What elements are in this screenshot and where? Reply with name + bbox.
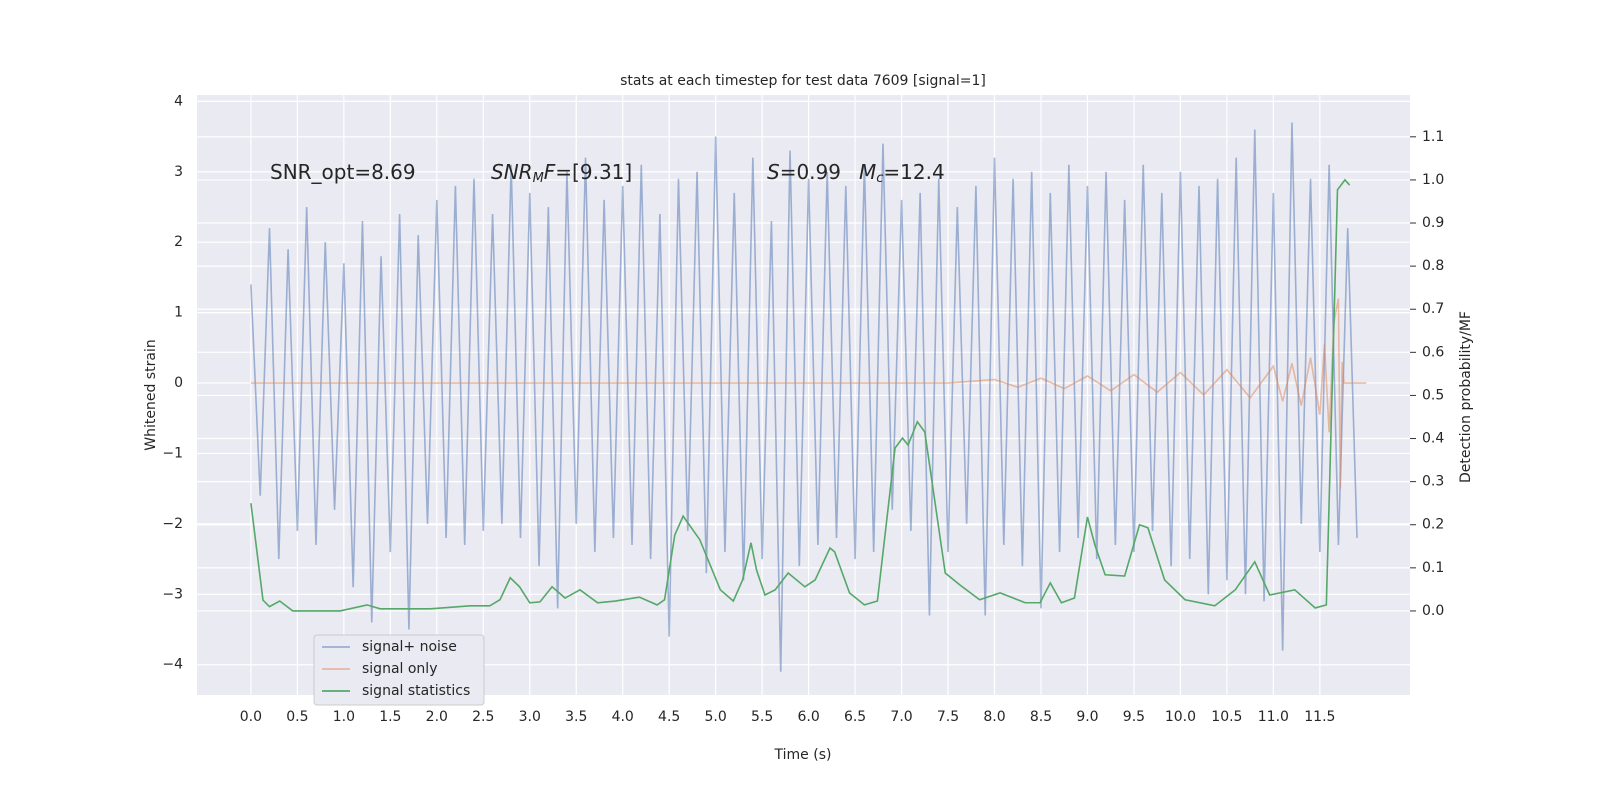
y-tick-label: 2 — [174, 234, 183, 250]
y2-tick-label: 0.7 — [1422, 301, 1444, 317]
series-line — [250, 122, 1358, 672]
series-line — [250, 178, 1351, 612]
y2-tick-label: 0.2 — [1422, 517, 1444, 533]
x-tick-label: 8.0 — [983, 709, 1005, 725]
x-tick-label: 9.0 — [1076, 709, 1098, 725]
annotation-part: =12.4 — [883, 160, 944, 184]
x-tick-label: 1.5 — [379, 709, 401, 725]
y2-tick-label: 0.3 — [1422, 474, 1444, 490]
y2-axis-label: Detection probability/MF — [1458, 311, 1474, 483]
y2-tick-label: 0.9 — [1422, 215, 1444, 231]
annotation-part: SNR_opt=8.69 — [270, 160, 416, 184]
x-tick-label: 7.5 — [937, 709, 959, 725]
y-tick-label: 3 — [174, 164, 183, 180]
legend-label: signal+ noise — [362, 639, 457, 655]
x-tick-label: 2.5 — [472, 709, 494, 725]
annotation-part: M — [533, 171, 544, 186]
x-axis-label: Time (s) — [774, 747, 832, 763]
x-tick-label: 10.5 — [1211, 709, 1242, 725]
annotation-part: =0.99 — [780, 160, 841, 184]
y-tick-label: 0 — [174, 375, 183, 391]
x-tick-label: 2.0 — [426, 709, 448, 725]
annotation-part: c — [876, 171, 883, 186]
y2-tick-label: 1.0 — [1422, 172, 1444, 188]
annotation-part: SNR — [491, 160, 533, 184]
x-tick-label: 11.5 — [1304, 709, 1335, 725]
y-tick-label: −4 — [162, 657, 183, 673]
y2-tick-label: 0.4 — [1422, 431, 1444, 447]
series-line — [250, 298, 1367, 489]
x-tick-label: 0.0 — [240, 709, 262, 725]
chart-title: stats at each timestep for test data 760… — [620, 73, 986, 89]
y-tick-label: −2 — [162, 516, 183, 532]
y2-tick-label: 0.5 — [1422, 387, 1444, 403]
x-tick-label: 5.5 — [751, 709, 773, 725]
y2-tick-label: 0.8 — [1422, 258, 1444, 274]
annotation: Mc=12.4 — [859, 160, 945, 186]
x-tick-label: 7.0 — [890, 709, 912, 725]
annotation: S=0.99 — [767, 160, 841, 184]
y-tick-label: 1 — [174, 305, 183, 321]
y-tick-label: 4 — [174, 93, 183, 109]
annotation-part: =[9.31] — [555, 160, 632, 184]
legend-label: signal only — [362, 661, 437, 677]
y-tick-label: −1 — [162, 445, 183, 461]
legend-label: signal statistics — [362, 683, 470, 699]
annotation: SNR_opt=8.69 — [270, 160, 416, 184]
x-tick-label: 0.5 — [286, 709, 308, 725]
x-tick-label: 10.0 — [1165, 709, 1196, 725]
x-tick-label: 8.5 — [1030, 709, 1052, 725]
annotation-part: S — [767, 160, 780, 184]
x-tick-label: 6.0 — [797, 709, 819, 725]
y2-tick-label: 1.1 — [1422, 129, 1444, 145]
x-tick-label: 3.5 — [565, 709, 587, 725]
y2-tick-label: 0.6 — [1422, 344, 1444, 360]
x-tick-label: 1.0 — [333, 709, 355, 725]
x-tick-label: 9.5 — [1123, 709, 1145, 725]
x-tick-label: 11.0 — [1258, 709, 1289, 725]
annotation-part: F — [544, 160, 556, 184]
y-tick-label: −3 — [162, 586, 183, 602]
annotation: SNRMF=[9.31] — [491, 160, 632, 186]
x-tick-label: 4.0 — [612, 709, 634, 725]
x-tick-label: 3.0 — [519, 709, 541, 725]
y2-tick-label: 0.1 — [1422, 560, 1444, 576]
annotation-part: M — [859, 160, 876, 184]
x-tick-label: 4.5 — [658, 709, 680, 725]
y-axis-label: Whitened strain — [143, 339, 159, 450]
legend-box — [313, 634, 485, 706]
x-tick-label: 5.0 — [705, 709, 727, 725]
y2-tick-label: 0.0 — [1422, 603, 1444, 619]
x-tick-label: 6.5 — [844, 709, 866, 725]
